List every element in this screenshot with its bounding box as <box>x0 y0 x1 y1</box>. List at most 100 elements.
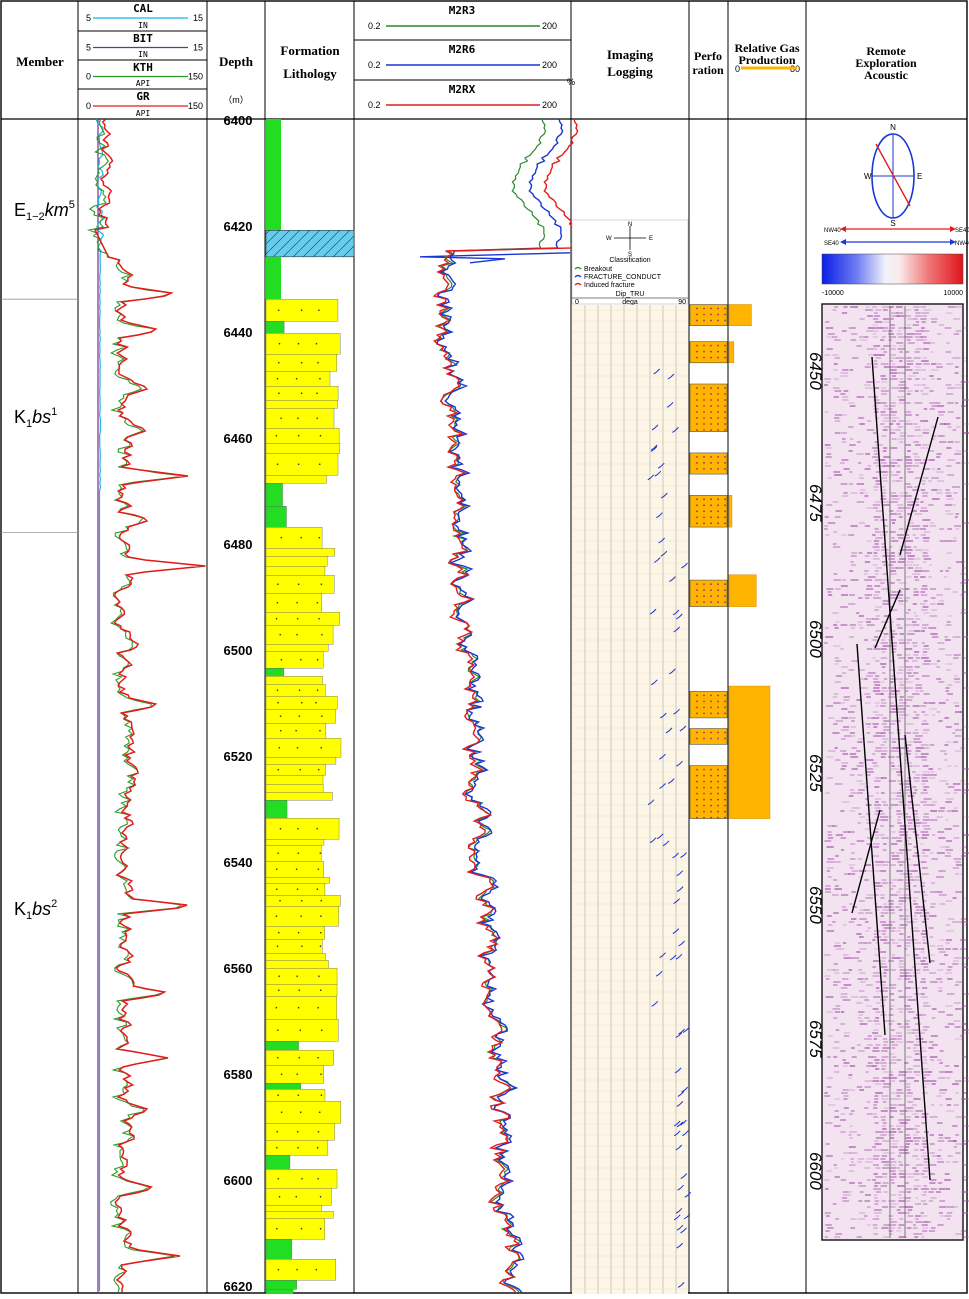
acoustic-texture <box>889 825 894 827</box>
perforation-dot <box>724 516 726 519</box>
acoustic-texture <box>962 846 966 848</box>
acoustic-texture <box>904 678 909 680</box>
acoustic-texture <box>834 1236 841 1238</box>
acoustic-texture <box>904 813 909 815</box>
acoustic-texture <box>881 1059 885 1061</box>
acoustic-texture <box>824 411 829 413</box>
acoustic-texture <box>904 732 912 734</box>
acoustic-texture <box>864 909 871 911</box>
acoustic-texture <box>907 936 911 938</box>
acoustic-texture <box>890 645 897 647</box>
acoustic-texture <box>945 663 953 665</box>
acoustic-texture <box>897 678 904 680</box>
acoustic-texture <box>912 534 916 536</box>
perforation-dot <box>696 589 698 591</box>
acoustic-texture <box>880 813 886 815</box>
perforation-dot <box>717 387 719 389</box>
acoustic-texture <box>833 417 840 419</box>
acoustic-texture <box>953 792 958 794</box>
perforation-dot <box>717 417 719 419</box>
acoustic-texture <box>899 549 908 551</box>
curve-m2r3 <box>434 119 547 1293</box>
acoustic-texture <box>920 915 928 917</box>
acoustic-texture <box>843 390 849 392</box>
acoustic-texture <box>833 912 839 914</box>
perforation-dot <box>703 804 705 807</box>
perforation-dot <box>703 712 705 715</box>
acoustic-texture <box>945 687 950 689</box>
acoustic-texture <box>873 555 878 557</box>
acoustic-texture <box>920 657 929 659</box>
acoustic-texture <box>944 855 952 857</box>
acoustic-texture <box>930 882 936 884</box>
acoustic-texture <box>826 1056 831 1058</box>
acoustic-texture <box>850 735 856 737</box>
acoustic-texture <box>915 1218 919 1220</box>
acoustic-texture <box>881 747 888 749</box>
acoustic-texture <box>875 630 883 632</box>
acoustic-texture <box>849 810 856 812</box>
acoustic-texture <box>832 543 837 545</box>
acoustic-texture <box>873 315 881 317</box>
lith-grain-dot <box>300 309 303 312</box>
acoustic-texture <box>882 909 889 911</box>
lith-sandstone <box>265 1139 329 1156</box>
acoustic-texture <box>859 996 868 998</box>
acoustic-texture <box>947 528 952 530</box>
acoustic-texture <box>880 1176 888 1178</box>
gas-production-bar <box>728 685 771 819</box>
acoustic-texture <box>899 477 903 479</box>
gas-production-bar <box>728 495 733 528</box>
legend-dip-unit: dega <box>622 299 638 306</box>
acoustic-texture <box>848 1089 855 1091</box>
perforation-dot <box>710 387 712 389</box>
acoustic-texture <box>939 939 945 941</box>
acoustic-texture <box>914 741 922 743</box>
fracture-tadpole <box>672 928 680 935</box>
acoustic-texture <box>867 465 871 467</box>
lith-mudstone <box>265 1082 301 1090</box>
fracture-tadpole <box>662 840 670 847</box>
acoustic-texture <box>898 1026 905 1028</box>
acoustic-texture <box>825 1122 833 1124</box>
acoustic-texture <box>891 540 899 542</box>
acoustic-texture <box>865 597 870 599</box>
perforation-dot <box>717 583 719 585</box>
acoustic-texture <box>857 858 863 860</box>
acoustic-texture <box>883 972 887 974</box>
acoustic-texture <box>842 672 847 674</box>
acoustic-texture <box>931 498 940 500</box>
acoustic-texture <box>954 1080 962 1082</box>
perforation-dot <box>717 350 719 353</box>
acoustic-texture <box>914 834 920 836</box>
acoustic-texture <box>832 336 838 338</box>
acoustic-texture <box>864 978 868 980</box>
acoustic-texture <box>914 753 918 755</box>
acoustic-texture <box>920 960 926 962</box>
lith-sandstone <box>265 408 335 429</box>
acoustic-texture <box>851 891 856 893</box>
acoustic-texture <box>898 939 905 941</box>
acoustic-texture <box>929 1041 934 1043</box>
acoustic-texture <box>843 492 848 494</box>
acoustic-texture <box>915 1035 922 1037</box>
acoustic-texture <box>899 1164 904 1166</box>
perforation-dot <box>717 774 719 777</box>
acoustic-texture <box>834 627 839 629</box>
acoustic-texture <box>882 474 888 476</box>
lith-grain-dot <box>278 342 281 345</box>
acoustic-texture <box>922 519 931 521</box>
acoustic-texture <box>849 1113 853 1115</box>
acoustic-texture <box>904 1197 911 1199</box>
acoustic-texture <box>832 696 838 698</box>
acoustic-texture <box>952 429 957 431</box>
acoustic-texture <box>857 621 863 623</box>
acoustic-texture <box>915 963 924 965</box>
acoustic-texture <box>891 1146 898 1148</box>
lith-grain-dot <box>319 945 322 947</box>
acoustic-texture <box>850 996 859 998</box>
lith-grain-dot <box>300 392 303 395</box>
acoustic-texture <box>875 732 882 734</box>
